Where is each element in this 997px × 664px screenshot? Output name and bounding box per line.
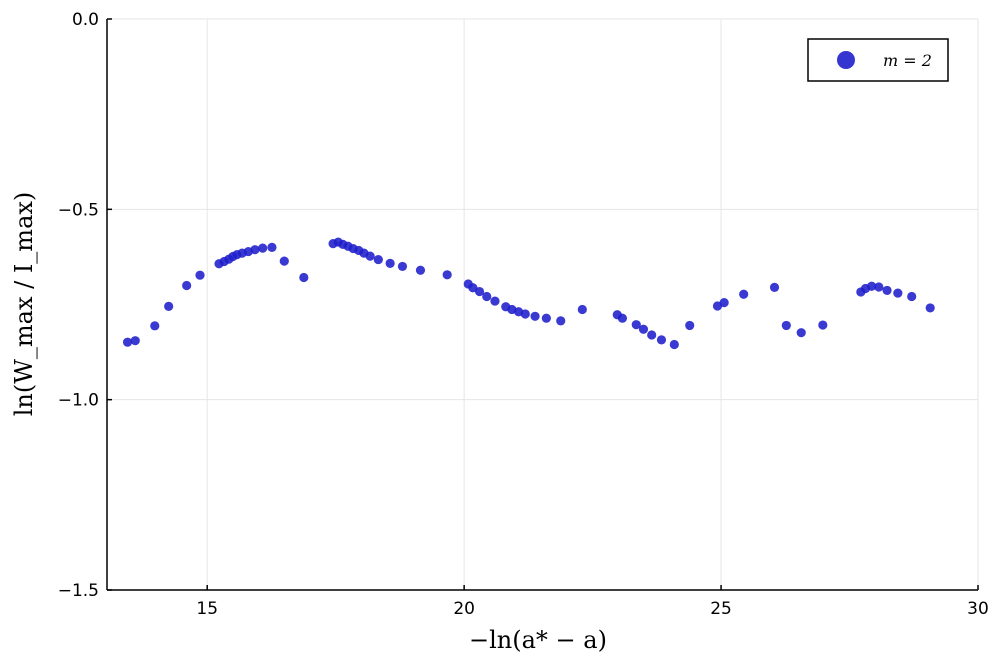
data-point <box>818 320 828 330</box>
data-point <box>781 320 791 331</box>
axes <box>106 18 979 591</box>
data-point <box>279 256 289 266</box>
data-point <box>442 270 452 280</box>
y-tick-label: 0.0 <box>72 10 99 30</box>
data-point <box>577 304 587 315</box>
data-point <box>490 296 500 306</box>
data-point <box>520 309 530 319</box>
data-point <box>893 288 903 298</box>
data-point <box>365 251 375 261</box>
y-tick-label: −1.5 <box>58 581 99 601</box>
data-point <box>164 301 174 312</box>
x-axis-title: −ln(a* − a) <box>469 626 607 654</box>
y-axis-title: ln(W_max / I_max) <box>10 192 38 417</box>
data-point <box>925 303 935 313</box>
data-point <box>556 316 566 326</box>
data-point <box>882 285 892 296</box>
x-tick-label: 15 <box>196 599 218 619</box>
data-point <box>385 258 395 268</box>
data-point <box>468 283 478 293</box>
data-point <box>739 289 749 299</box>
y-tick-label: −0.5 <box>58 200 99 220</box>
tick-labels: 15 20 25 30 0.0 −0.5 −1.0 −1.5 <box>58 10 989 619</box>
data-point <box>267 242 277 252</box>
data-point <box>669 339 679 350</box>
data-point <box>195 270 205 280</box>
data-point <box>482 291 492 302</box>
data-point <box>656 335 667 345</box>
data-point <box>867 281 877 291</box>
data-point <box>182 280 192 291</box>
data-point <box>150 321 160 331</box>
y-tick-label: −1.0 <box>58 391 99 411</box>
data-point <box>638 324 649 334</box>
y-axis-label: ln(W_max / I_max) <box>10 192 38 417</box>
data-point <box>907 291 917 302</box>
data-point <box>769 282 780 292</box>
data-point <box>474 286 485 297</box>
x-axis-label: −ln(a* − a) <box>469 626 607 654</box>
legend-label: m = 2 <box>883 51 932 70</box>
data-point <box>258 243 268 253</box>
data-point <box>685 320 695 331</box>
data-point <box>415 265 426 275</box>
x-tick-label: 25 <box>710 599 732 619</box>
data-point <box>647 330 657 340</box>
data-point <box>373 254 383 265</box>
x-tick-label: 30 <box>967 599 989 619</box>
data-point <box>796 328 806 338</box>
data-point <box>397 261 408 272</box>
data-point <box>530 311 540 321</box>
data-point <box>617 313 628 323</box>
x-tick-label: 20 <box>453 599 475 619</box>
legend-marker <box>837 51 855 69</box>
data-point <box>541 313 551 323</box>
data-points <box>122 237 935 350</box>
data-point <box>631 320 641 330</box>
legend-box <box>807 38 949 82</box>
data-point <box>874 282 884 292</box>
data-point <box>719 297 729 308</box>
legend: m = 2 <box>807 38 949 82</box>
data-point <box>122 337 133 347</box>
data-point <box>250 245 260 255</box>
grid-lines <box>107 18 979 591</box>
data-point <box>299 272 309 283</box>
data-point <box>130 336 140 346</box>
